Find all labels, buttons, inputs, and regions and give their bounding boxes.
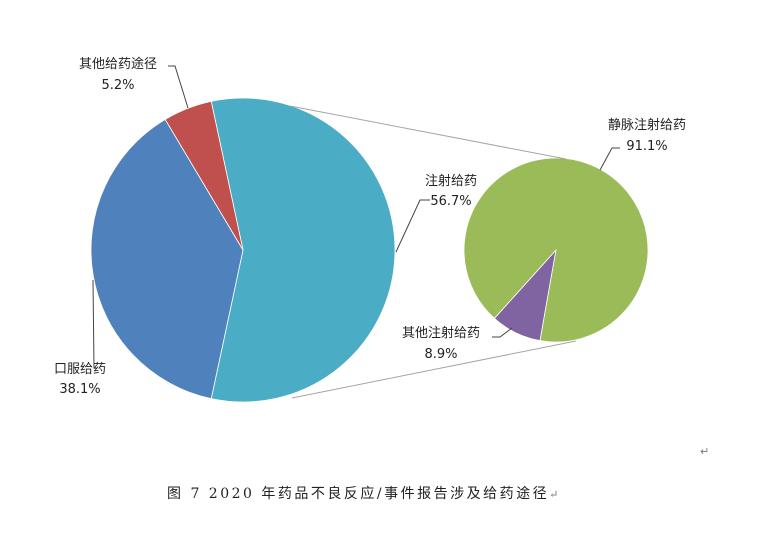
main-pie-slice	[210, 97, 396, 403]
label-injection: 注射给药	[425, 173, 477, 189]
value-injection: 56.7%	[430, 194, 471, 209]
paragraph-mark: ↵	[700, 445, 710, 458]
label-other-route: 其他给药途径	[79, 56, 157, 72]
leader-line-other-injection	[492, 327, 513, 338]
value-oral: 38.1%	[59, 382, 100, 397]
paragraph-mark: ↵	[549, 488, 561, 501]
leader-line-iv	[599, 147, 620, 171]
value-other-injection: 8.9%	[424, 347, 457, 362]
label-iv: 静脉注射给药	[608, 117, 686, 133]
connector-line-bottom	[291, 340, 577, 399]
value-other-route: 5.2%	[101, 78, 134, 93]
label-oral: 口服给药	[54, 362, 106, 377]
figure-caption: 图 7 2020 年药品不良反应/事件报告涉及给药途径↵	[167, 483, 561, 503]
connector-line-top	[289, 105, 567, 160]
leader-line-oral	[92, 279, 96, 369]
main-pie-slice	[90, 118, 244, 400]
main-pie-slice	[164, 100, 244, 251]
value-iv: 91.1%	[626, 139, 667, 154]
leader-line-other-route	[168, 65, 189, 109]
secondary-pie-slice	[463, 157, 649, 343]
label-other-injection: 其他注射给药	[402, 325, 480, 341]
leader-line-injection	[395, 199, 430, 253]
caption-text: 图 7 2020 年药品不良反应/事件报告涉及给药途径	[167, 486, 550, 502]
